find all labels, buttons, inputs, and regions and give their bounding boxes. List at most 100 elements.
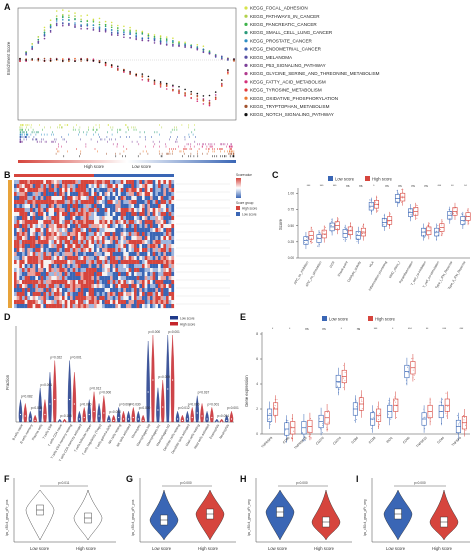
heatmap-cell — [118, 256, 121, 261]
heatmap-cell — [56, 180, 60, 185]
c-box-low-point — [319, 232, 321, 233]
gsea-point — [202, 45, 205, 47]
heatmap-cell — [128, 304, 132, 309]
heatmap-cell — [134, 216, 137, 221]
heatmap-cell — [131, 192, 135, 197]
c-box-high-point — [466, 215, 467, 217]
e-box-high-point — [412, 357, 414, 359]
e-box-high-point — [430, 421, 431, 422]
c-legend-high-swatch — [365, 176, 370, 181]
heatmap-cell — [152, 280, 156, 285]
heatmap-cell — [80, 224, 84, 229]
heatmap-cell — [128, 180, 132, 185]
heatmap-cell — [144, 252, 148, 257]
c-box-high-point — [455, 211, 457, 213]
heatmap-cell — [16, 248, 20, 253]
heatmap-cell — [99, 196, 103, 201]
heatmap-cell — [166, 276, 169, 281]
gsea-point — [135, 35, 137, 38]
d-violin-median — [24, 415, 26, 417]
gsea-point — [178, 90, 180, 93]
gsea-point — [214, 96, 217, 99]
heatmap-cell — [83, 184, 87, 189]
heatmap-cell — [96, 224, 100, 229]
heatmap-cell — [104, 272, 108, 277]
heatmap-cell — [22, 196, 25, 201]
heatmap-cell — [152, 260, 156, 265]
heatmap-cell — [72, 296, 76, 301]
heatmap-cell — [110, 236, 113, 241]
heatmap-cell — [110, 184, 113, 189]
heatmap-cell — [152, 220, 156, 225]
gsea-point — [165, 44, 168, 46]
heatmap-cell — [142, 296, 145, 301]
heatmap-cell — [75, 260, 79, 265]
heatmap-cell — [38, 232, 41, 237]
heatmap-cell — [126, 232, 129, 237]
gsea-point — [184, 94, 186, 97]
heatmap-cell — [75, 200, 79, 205]
heatmap-cell — [131, 180, 135, 185]
heatmap-cell — [166, 260, 169, 265]
heatmap-cell — [166, 280, 169, 285]
heatmap-cell — [158, 216, 161, 221]
c-box-low-point — [382, 217, 384, 219]
e-box-high-point — [344, 372, 346, 373]
gsea-point — [74, 26, 76, 29]
heatmap-cell — [70, 216, 73, 221]
e-box-low-point — [356, 402, 358, 404]
heatmap-cell — [126, 216, 129, 221]
heatmap-cell — [70, 244, 73, 249]
heatmap-cell — [152, 264, 156, 269]
heatmap-cell — [134, 244, 137, 249]
e-boxes — [267, 354, 467, 443]
heatmap-cell — [112, 304, 116, 309]
heatmap-cell — [158, 200, 161, 205]
heatmap-cell — [51, 180, 55, 185]
heatmap-cell — [27, 236, 31, 241]
heatmap-cell — [166, 292, 169, 297]
heatmap-cell — [136, 228, 140, 233]
heatmap-cell — [16, 272, 20, 277]
heatmap-cell — [46, 228, 49, 233]
c-significance-label: * — [373, 184, 375, 188]
heatmap-cell — [104, 228, 108, 233]
heatmap-cell — [158, 304, 161, 309]
gsea-point — [62, 22, 64, 25]
heatmap-cell — [22, 216, 25, 221]
c-box-high-point — [322, 229, 324, 231]
d-violin — [210, 407, 214, 423]
heatmap-cell — [80, 228, 84, 233]
heatmap-cells — [14, 180, 175, 309]
heatmap-cell — [160, 264, 164, 269]
heatmap-cell — [19, 264, 23, 269]
heatmap-cell — [110, 196, 113, 201]
gsea-legend-label: KEGG_PROSTATE_CANCER — [250, 38, 313, 43]
heatmap-cell — [86, 188, 89, 193]
heatmap-cell — [110, 204, 113, 209]
heatmap-cell — [14, 256, 17, 261]
heatmap-cell — [107, 280, 111, 285]
heatmap-cell — [155, 284, 159, 289]
heatmap-cell — [120, 280, 124, 285]
heatmap-cell — [32, 264, 36, 269]
heatmap-cell — [16, 280, 20, 285]
e-x-label: CD28 — [368, 436, 377, 445]
gsea-point — [172, 84, 174, 87]
c-x-label: Cytolytic_activity — [346, 260, 361, 283]
e-box-low-point — [407, 372, 409, 374]
c-box-low-point — [384, 219, 385, 221]
heatmap-cell — [115, 216, 119, 221]
heatmap-cell — [91, 292, 95, 297]
heatmap-cell — [19, 252, 23, 257]
heatmap-cell — [72, 188, 76, 193]
heatmap-cell — [48, 180, 52, 185]
c-box-high-point — [350, 225, 351, 227]
c-box-low-point — [346, 229, 347, 231]
gsea-point — [104, 29, 107, 32]
e-box-high-point — [396, 399, 398, 400]
heatmap-cell — [48, 256, 52, 261]
heatmap-cell — [128, 292, 132, 297]
heatmap-cell — [139, 192, 143, 197]
gsea-point — [55, 24, 58, 27]
